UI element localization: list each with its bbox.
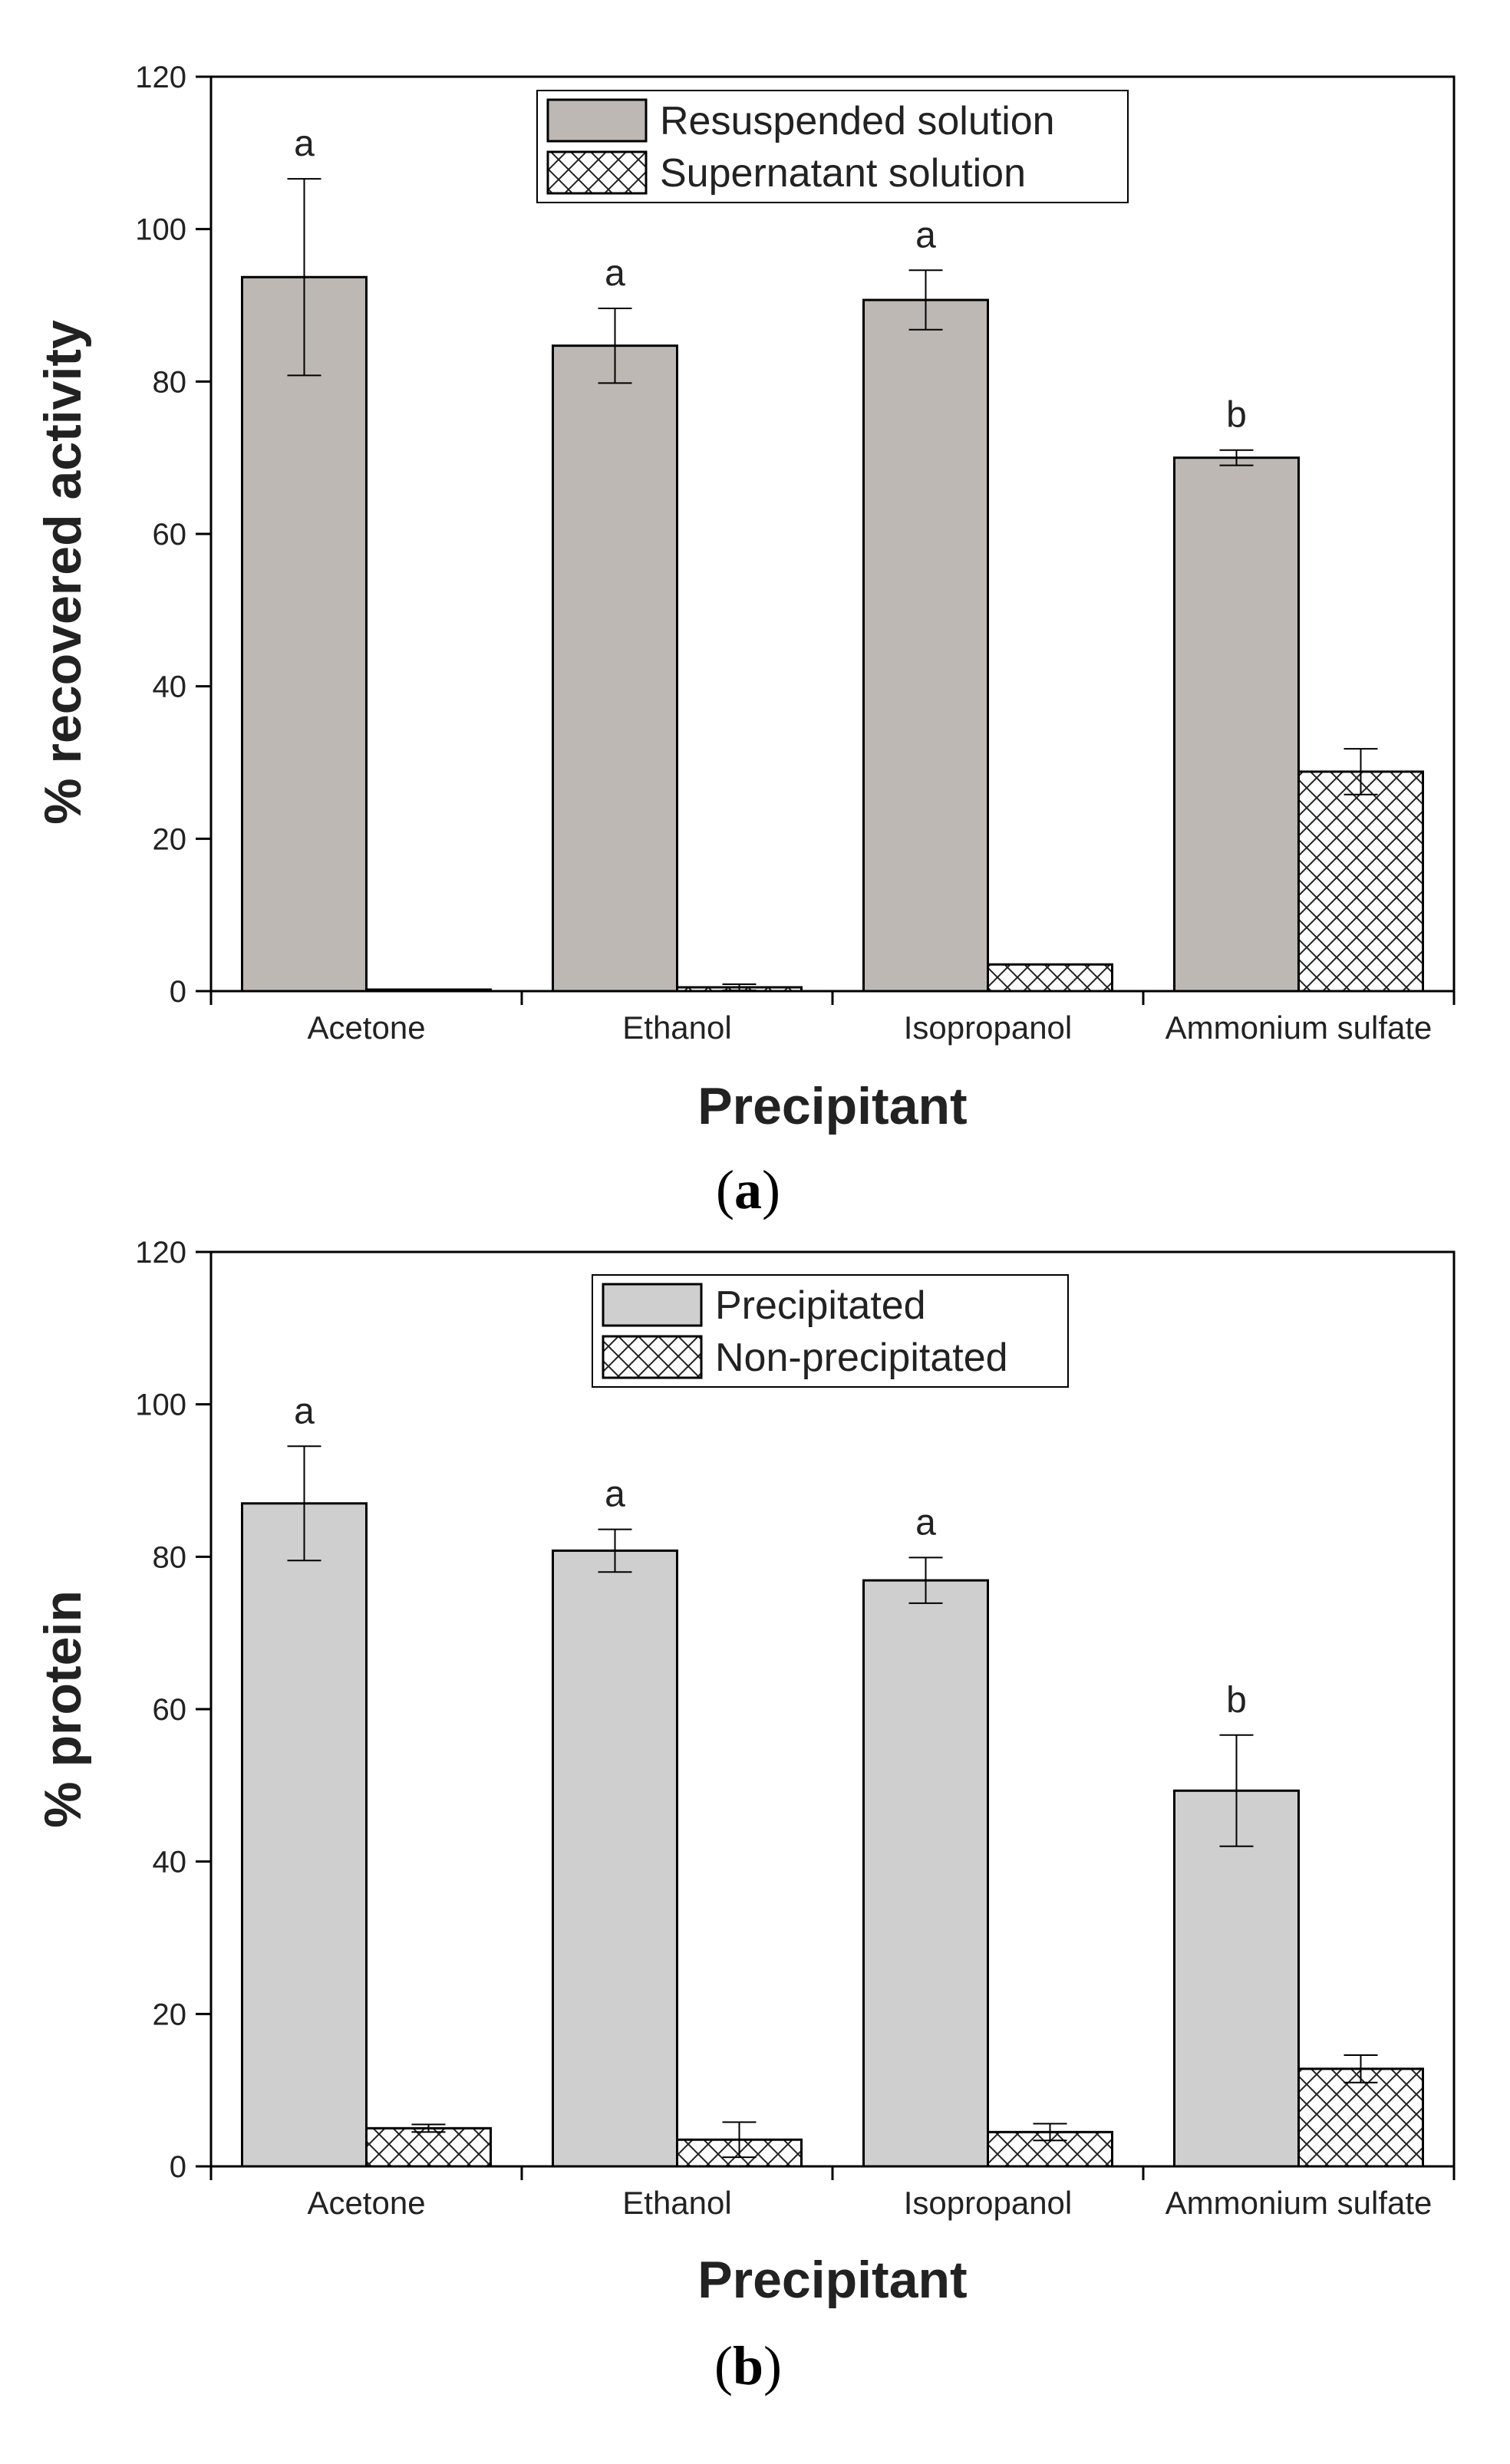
bar-b-series1-3 [1297, 2067, 1424, 2168]
y-tick-label-b-0: 0 [170, 2150, 186, 2184]
legend-label-b-0: Precipitated [715, 1283, 926, 1328]
y-tick-label-a-3: 60 [153, 518, 187, 552]
y-axis-title-a: % recovered activity [34, 320, 92, 825]
legend-swatch-a-1 [546, 150, 648, 195]
bar-b-series0-1 [552, 1549, 678, 2168]
sig-letter-b-2: a [915, 1502, 936, 1543]
bar-b-series0-2 [862, 1579, 989, 2168]
panel-label-a: (a) [716, 1159, 780, 1220]
y-tick-label-b-6: 120 [135, 1236, 186, 1270]
bar-b-series0-3 [1173, 1789, 1300, 2168]
sig-letter-b-0: a [294, 1391, 315, 1431]
bar-a-series0-1 [552, 344, 678, 993]
y-tick-label-a-0: 0 [170, 975, 186, 1009]
panel-b-content: 0 20 40 60 80 100 120 Acetone Ethanol Isopropanol… [135, 1236, 1456, 2221]
x-axis-title-a: Precipitant [697, 1077, 967, 1135]
panel-label-b: (b) [714, 2335, 782, 2396]
y-axis-title-b: % protein [34, 1590, 92, 1828]
category-label-b-3: Ammonium sulfate [1165, 2185, 1433, 2221]
y-tick-label-b-3: 60 [153, 1693, 187, 1727]
panel-a: 0 20 40 60 80 100 120 Acetone Ethanol Isopropanol… [34, 61, 1456, 1220]
panel-a-content: 0 20 40 60 80 100 120 Acetone Ethanol Isopropanol… [135, 61, 1456, 1046]
legend-swatch-b-0 [602, 1283, 703, 1327]
bar-a-series1-0 [365, 988, 492, 993]
y-tick-label-a-6: 120 [135, 61, 186, 94]
bar-a-series1-2 [987, 963, 1113, 993]
y-tick-label-b-2: 40 [153, 1846, 187, 1879]
category-label-a-1: Ethanol [622, 1010, 731, 1046]
category-label-a-2: Isopropanol [904, 1010, 1073, 1046]
bar-b-series0-0 [241, 1502, 368, 2168]
legend-swatch-a-0 [546, 98, 648, 143]
legend-label-a-0: Resuspended solution [660, 99, 1055, 143]
y-tick-label-b-1: 20 [153, 1998, 187, 2031]
legend-label-a-1: Supernatant solution [660, 151, 1026, 196]
sig-letter-b-3: b [1226, 1680, 1247, 1721]
y-tick-label-a-4: 80 [153, 365, 187, 399]
category-label-b-0: Acetone [307, 2185, 425, 2221]
bar-a-series1-3 [1297, 770, 1424, 993]
sig-letter-b-1: a [605, 1474, 625, 1515]
bar-a-series0-0 [241, 275, 368, 993]
y-tick-label-b-4: 80 [153, 1540, 187, 1574]
sig-letter-a-2: a [915, 215, 936, 255]
panel-b: 0 20 40 60 80 100 120 Acetone Ethanol Isopropanol… [34, 1236, 1456, 2396]
y-tick-label-a-5: 100 [135, 213, 186, 247]
category-label-b-1: Ethanol [622, 2185, 731, 2221]
y-tick-label-a-2: 40 [153, 670, 187, 704]
panel-letter-a: a [734, 1159, 762, 1220]
bar-b-series1-0 [365, 2126, 492, 2168]
category-label-a-0: Acetone [307, 1010, 425, 1046]
sig-letter-a-1: a [605, 253, 625, 294]
sig-letter-a-3: b [1226, 395, 1247, 436]
x-axis-title-b: Precipitant [697, 2251, 967, 2309]
sig-letter-a-0: a [294, 124, 315, 164]
bar-a-series0-3 [1173, 456, 1300, 993]
legend-label-b-1: Non-precipitated [715, 1336, 1008, 1380]
legend-swatch-b-1 [602, 1335, 703, 1379]
y-tick-label-a-1: 20 [153, 822, 187, 856]
category-label-a-3: Ammonium sulfate [1165, 1010, 1433, 1046]
category-label-b-2: Isopropanol [904, 2185, 1073, 2221]
bar-a-series0-2 [862, 298, 989, 993]
y-tick-label-b-5: 100 [135, 1388, 186, 1422]
panel-letter-b: b [733, 2335, 763, 2396]
